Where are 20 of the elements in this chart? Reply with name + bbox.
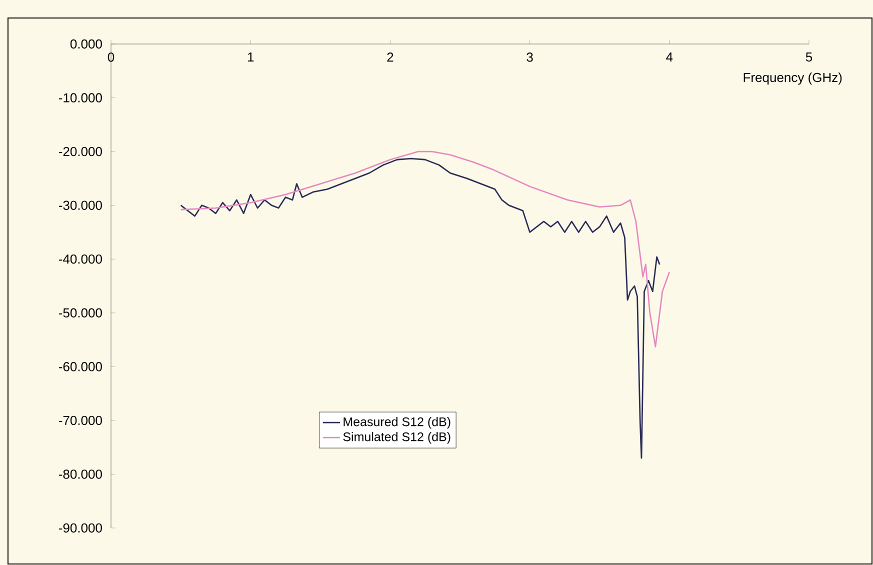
y-tick-label: -80.000	[58, 470, 102, 479]
x-tick-label: 3	[526, 52, 533, 62]
y-tick-label: -70.000	[58, 416, 102, 426]
x-tick-label: 4	[666, 52, 673, 62]
y-tick-label: -30.000	[58, 200, 102, 210]
y-tick-label: 0.000	[70, 39, 102, 49]
x-tick-label: 5	[806, 52, 812, 62]
y-tick-label: -50.000	[58, 308, 102, 318]
x-axis-title: Frequency (GHz)	[744, 72, 842, 85]
line-series	[180, 158, 660, 459]
legend-label: Simulated S12 (dB)	[343, 432, 450, 444]
y-tick-label: -20.000	[58, 146, 102, 156]
y-tick-label: -10.000	[58, 93, 102, 102]
y-tick-label: -90.000	[58, 523, 102, 533]
x-tick-label: 2	[387, 52, 394, 62]
legend-label: Measured S12 (dB)	[344, 417, 450, 429]
y-tick-label: -40.000	[58, 254, 102, 264]
x-tick-label: 0	[108, 52, 114, 62]
x-tick-label: 1	[248, 52, 254, 62]
y-tick-label: -60.000	[58, 362, 102, 372]
